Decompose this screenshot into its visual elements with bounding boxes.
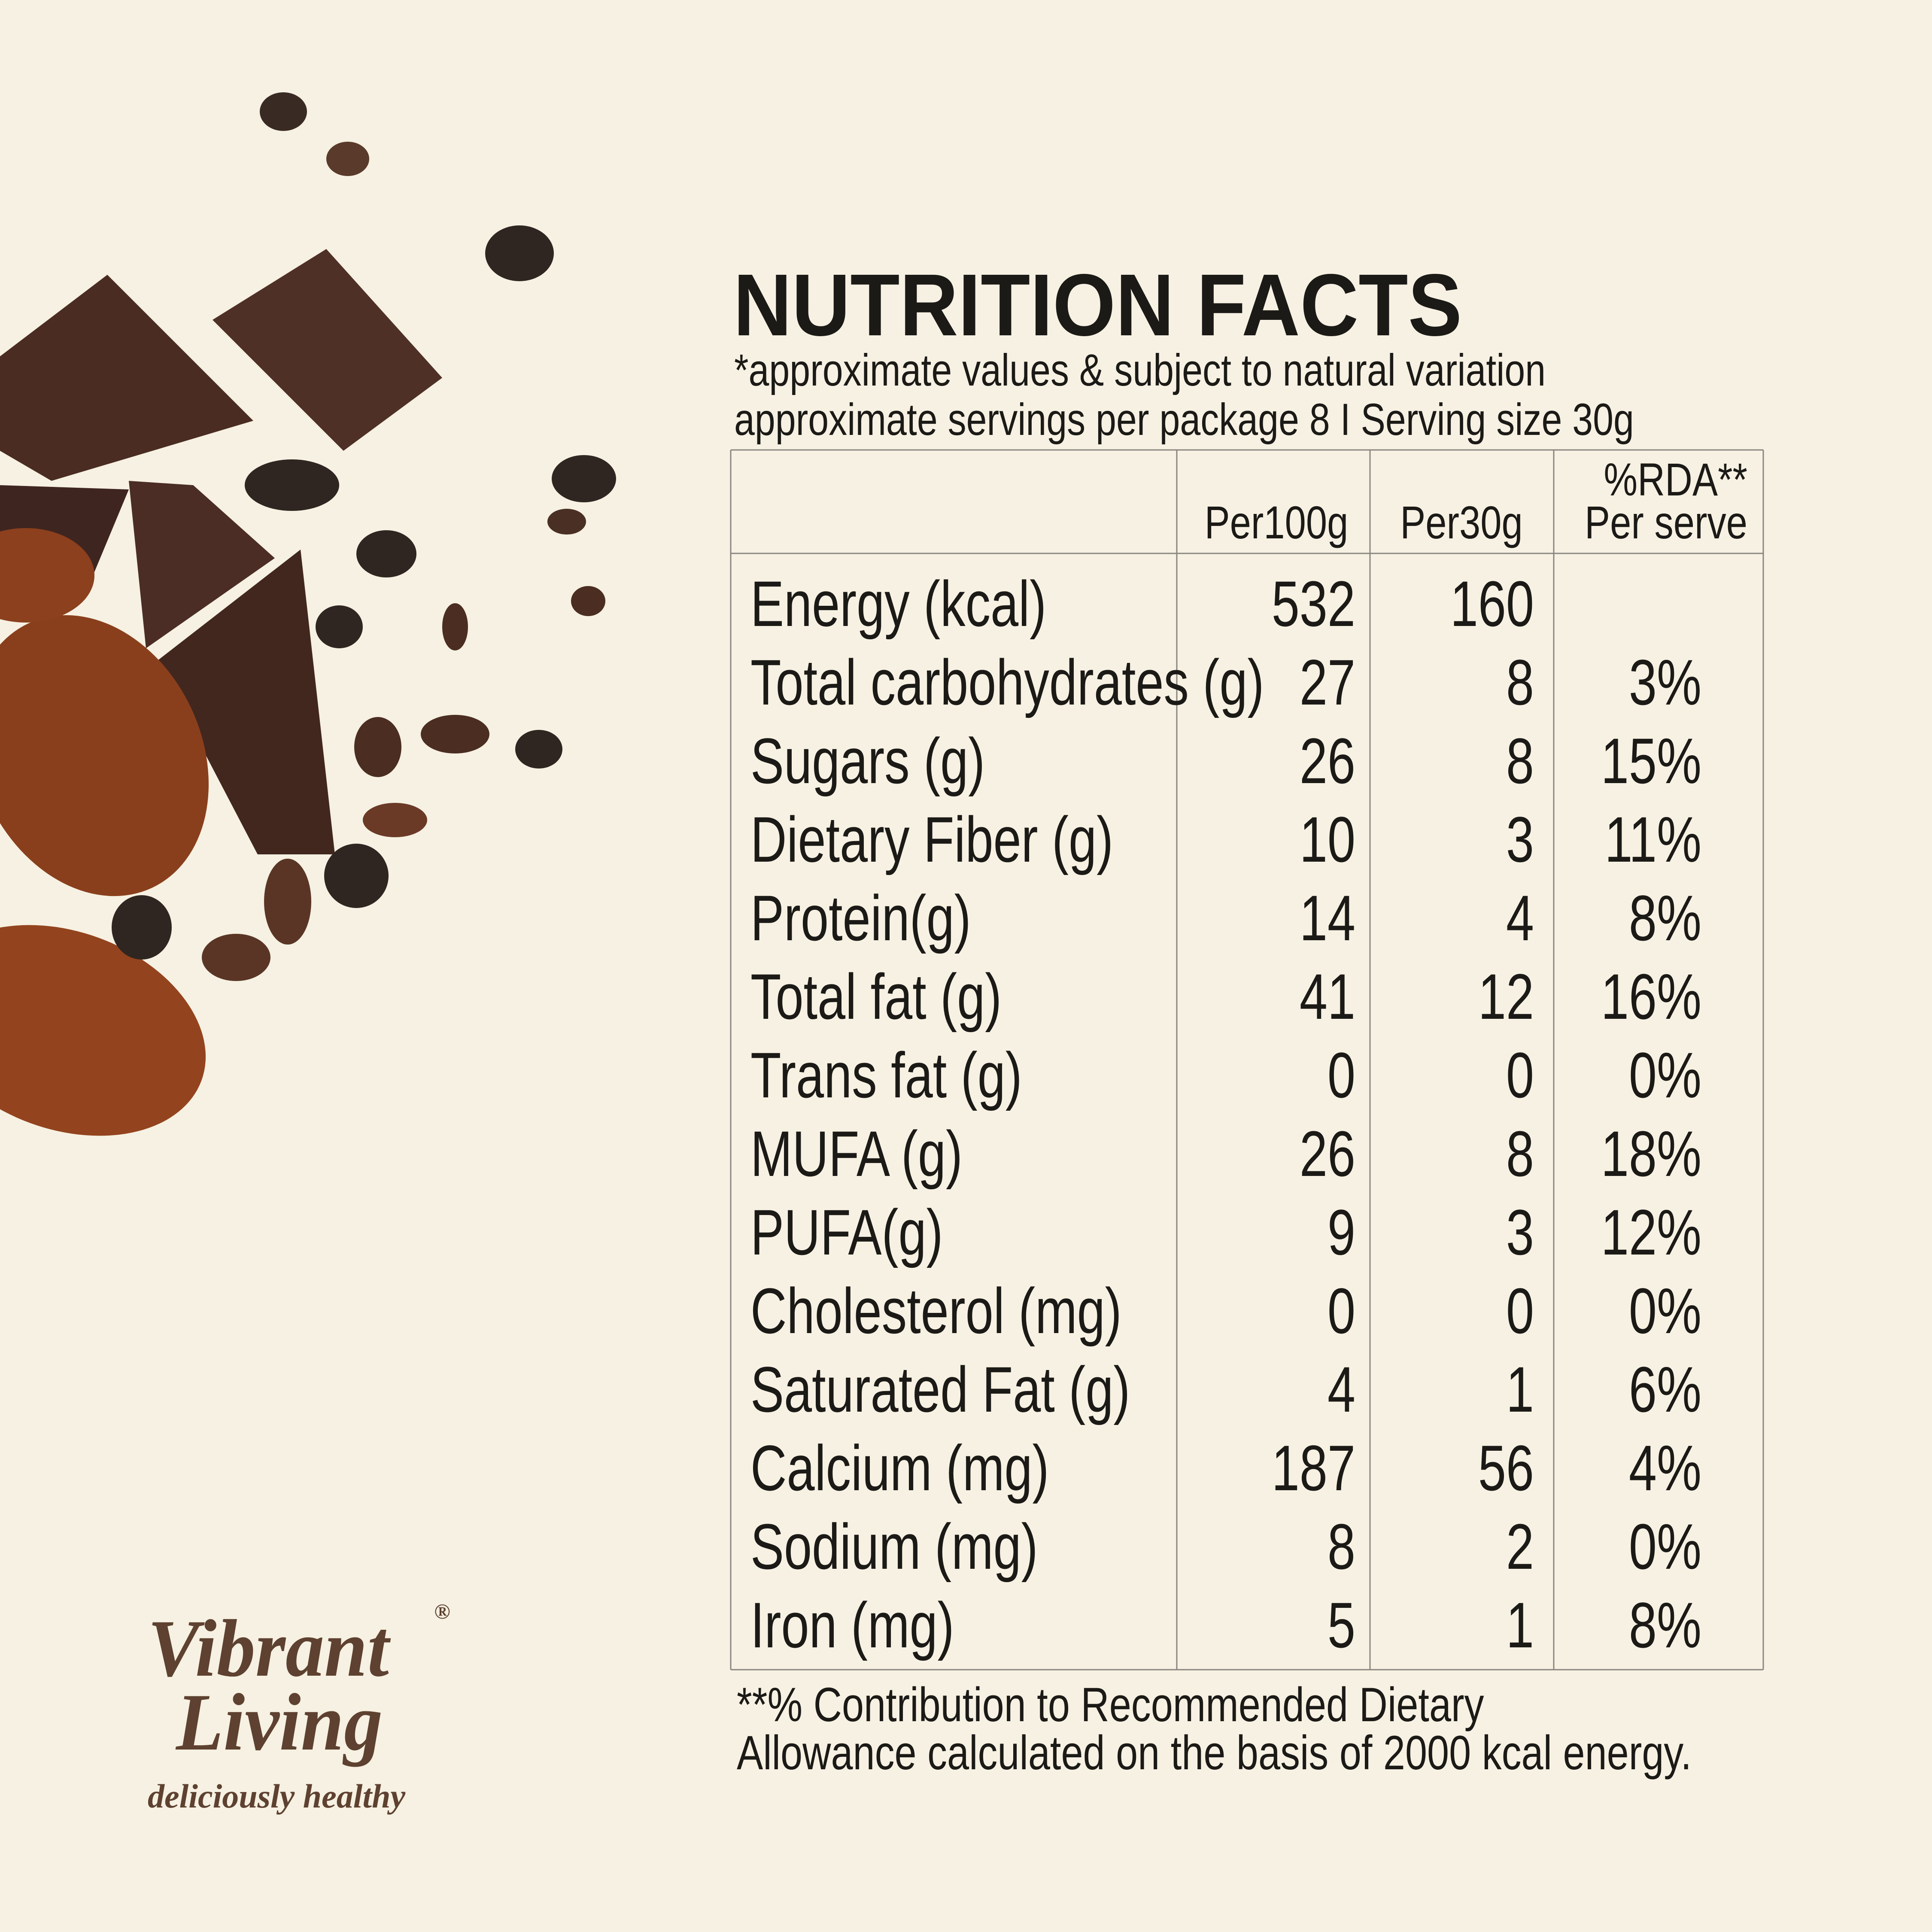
- decorative-cocoa: [0, 92, 616, 1136]
- nutrient-value: 8: [1506, 1118, 1534, 1190]
- nutrient-value: 6%: [1629, 1353, 1701, 1425]
- brand-tagline: deliciously healthy: [148, 1777, 406, 1815]
- nutrient-value: 5: [1327, 1589, 1355, 1661]
- nutrient-value: 3: [1506, 1196, 1534, 1268]
- nutrient-value: 14: [1300, 882, 1355, 954]
- nutrient-value: 532: [1272, 568, 1355, 640]
- nutrient-value: 0: [1506, 1275, 1534, 1347]
- nutrient-name: Sugars (g): [750, 725, 985, 797]
- note: *approximate values & subject to natural…: [734, 345, 1546, 395]
- nutrient-value: 4: [1327, 1353, 1355, 1425]
- nutrient-name: Dietary Fiber (g): [750, 803, 1113, 875]
- nutrient-value: 1: [1506, 1353, 1534, 1425]
- nutrient-value: 15%: [1601, 725, 1701, 797]
- title: NUTRITION FACTS: [733, 256, 1462, 354]
- nutrient-value: 0%: [1629, 1039, 1701, 1111]
- nutrient-value: 12%: [1601, 1196, 1701, 1268]
- nutrient-value: 187: [1272, 1432, 1355, 1504]
- nutrient-value: 16%: [1601, 960, 1701, 1033]
- footnote: **% Contribution to Recommended Dietary: [737, 1677, 1484, 1732]
- nutrient-value: 4%: [1629, 1432, 1701, 1504]
- nutrient-name: Total carbohydrates (g): [750, 646, 1264, 718]
- nutrient-value: 3%: [1629, 646, 1701, 718]
- nutrient-name: PUFA(g): [750, 1196, 943, 1268]
- column-header: Per30g: [1400, 497, 1523, 548]
- nutrient-value: 26: [1300, 1118, 1355, 1190]
- nutrient-name: Energy (kcal): [750, 568, 1046, 640]
- nutrient-value: 0%: [1629, 1510, 1701, 1583]
- nutrient-value: 10: [1300, 803, 1355, 875]
- nutrient-value: 11%: [1605, 803, 1701, 875]
- brand-mark: ®: [434, 1599, 450, 1623]
- brand-name: Vibrant: [148, 1604, 391, 1694]
- nutrient-value: 8%: [1629, 1589, 1701, 1661]
- column-header: %RDA**: [1604, 454, 1747, 505]
- nutrient-value: 8: [1506, 646, 1534, 718]
- nutrient-value: 41: [1300, 960, 1355, 1033]
- nutrient-name: Trans fat (g): [750, 1039, 1022, 1111]
- nutrient-name: Total fat (g): [750, 960, 1002, 1033]
- brand-name: Living: [175, 1677, 383, 1768]
- nutrient-value: 3: [1506, 803, 1534, 875]
- footnote: Allowance calculated on the basis of 200…: [737, 1725, 1692, 1780]
- column-header: Per100g: [1205, 497, 1349, 548]
- nutrient-name: Iron (mg): [750, 1589, 954, 1661]
- nutrient-value: 0: [1327, 1039, 1355, 1111]
- column-header: Per serve: [1585, 497, 1747, 548]
- nutrient-value: 0: [1327, 1275, 1355, 1347]
- nutrient-value: 26: [1300, 725, 1355, 797]
- nutrient-value: 8%: [1629, 882, 1701, 954]
- nutrient-name: Cholesterol (mg): [750, 1275, 1122, 1347]
- nutrient-name: Protein(g): [750, 882, 971, 954]
- nutrient-value: 160: [1450, 568, 1534, 640]
- nutrient-value: 4: [1506, 882, 1534, 954]
- nutrient-name: MUFA (g): [750, 1118, 963, 1190]
- nutrient-value: 1: [1506, 1589, 1534, 1661]
- nutrient-value: 9: [1327, 1196, 1355, 1268]
- nutrient-value: 2: [1506, 1510, 1534, 1583]
- nutrient-value: 27: [1300, 646, 1355, 718]
- nutrient-value: 8: [1327, 1510, 1355, 1583]
- nutrient-value: 0%: [1629, 1275, 1701, 1347]
- nutrient-name: Sodium (mg): [750, 1510, 1038, 1583]
- nutrient-value: 0: [1506, 1039, 1534, 1111]
- nutrient-value: 56: [1478, 1432, 1534, 1504]
- note: approximate servings per package 8 I Ser…: [734, 395, 1634, 445]
- nutrient-value: 18%: [1601, 1118, 1701, 1190]
- nutrient-name: Calcium (mg): [750, 1432, 1049, 1504]
- nutrient-name: Saturated Fat (g): [750, 1353, 1130, 1425]
- nutrient-value: 8: [1506, 725, 1534, 797]
- nutrient-value: 12: [1478, 960, 1534, 1033]
